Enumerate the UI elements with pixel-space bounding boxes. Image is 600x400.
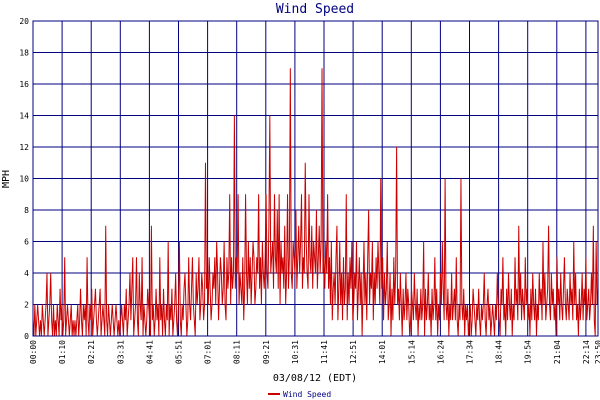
x-tick-label: 18:44 — [495, 340, 504, 364]
x-tick-label: 08:11 — [233, 340, 242, 364]
x-tick-label: 07:01 — [204, 340, 213, 364]
x-tick-label: 22:14 — [582, 340, 591, 364]
x-tick-label: 16:24 — [436, 340, 445, 364]
x-tick-label: 14:01 — [378, 340, 387, 364]
x-tick-labels: 00:00 01:10 02:21 03:31 04:41 05:51 07:01 08:11… — [29, 340, 600, 364]
y-tick-label: 16 — [19, 80, 29, 89]
y-tick-label: 18 — [19, 49, 29, 58]
x-tick-label: 01:10 — [58, 340, 67, 364]
x-tick-label: 23:50 — [594, 340, 600, 364]
y-tick-label: 14 — [19, 112, 29, 121]
x-tick-label: 11:41 — [320, 340, 329, 364]
x-axis-label: 03/08/12 (EDT) — [273, 373, 357, 384]
x-tick-label: 19:54 — [524, 340, 533, 364]
y-tick-label: 2 — [24, 301, 29, 310]
x-tick-label: 12:51 — [349, 340, 358, 364]
x-tick-label: 04:41 — [145, 340, 154, 364]
legend: Wind Speed — [268, 390, 331, 399]
y-tick-labels: 0 2 4 6 8 10 12 14 16 18 20 — [19, 17, 29, 341]
chart-title: Wind Speed — [276, 2, 354, 17]
y-axis-label: MPH — [1, 170, 12, 188]
y-tick-label: 12 — [19, 143, 29, 152]
x-tick-label: 21:04 — [553, 340, 562, 364]
y-tick-label: 10 — [19, 175, 29, 184]
y-tick-label: 0 — [24, 332, 29, 341]
x-tick-label: 05:51 — [175, 340, 184, 364]
x-tick-label: 09:21 — [262, 340, 271, 364]
x-tick-label: 00:00 — [29, 340, 38, 364]
y-tick-label: 4 — [24, 269, 29, 278]
y-tick-label: 20 — [19, 17, 29, 26]
y-tick-label: 6 — [24, 238, 29, 247]
x-tick-label: 03:31 — [116, 340, 125, 364]
legend-label: Wind Speed — [283, 390, 331, 399]
x-tick-label: 17:34 — [466, 340, 475, 364]
x-tick-label: 02:21 — [87, 340, 96, 364]
x-tick-label: 10:31 — [291, 340, 300, 364]
plot-frame — [32, 20, 599, 337]
x-tick-label: 15:14 — [407, 340, 416, 364]
y-tick-label: 8 — [24, 206, 29, 215]
